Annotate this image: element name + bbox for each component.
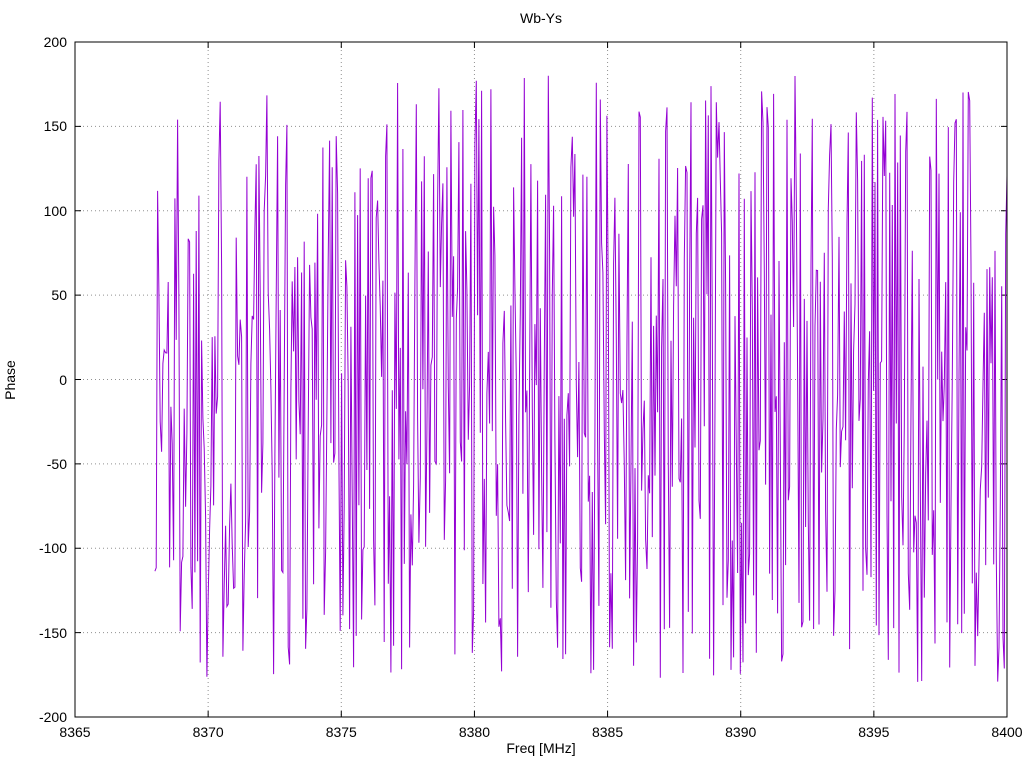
x-tick-label: 8400 bbox=[991, 724, 1023, 740]
y-tick-label: 100 bbox=[43, 202, 67, 219]
chart-title: Wb-Ys bbox=[520, 10, 562, 26]
y-tick-label: 150 bbox=[43, 118, 67, 135]
x-tick-label: 8380 bbox=[458, 724, 490, 740]
y-tick-label: -150 bbox=[38, 624, 67, 641]
x-tick-label: 8390 bbox=[725, 724, 757, 740]
y-tick-label: 50 bbox=[51, 287, 67, 304]
x-tick-label: 8385 bbox=[591, 724, 624, 740]
x-tick-label: 8370 bbox=[192, 724, 224, 740]
x-tick-label: 8395 bbox=[858, 724, 890, 740]
plot-border bbox=[74, 41, 1008, 718]
y-tick-label: -200 bbox=[38, 709, 67, 725]
x-axis-label: Freq [MHz] bbox=[506, 740, 576, 756]
x-tick-label: 8365 bbox=[59, 724, 91, 740]
x-tick-label: 8375 bbox=[325, 724, 357, 740]
y-tick-label: 200 bbox=[43, 34, 67, 50]
y-tick-label: -50 bbox=[46, 455, 67, 472]
y-tick-label: -100 bbox=[38, 540, 67, 557]
y-tick-label: 0 bbox=[59, 371, 67, 388]
phase-series-line bbox=[154, 75, 1008, 682]
